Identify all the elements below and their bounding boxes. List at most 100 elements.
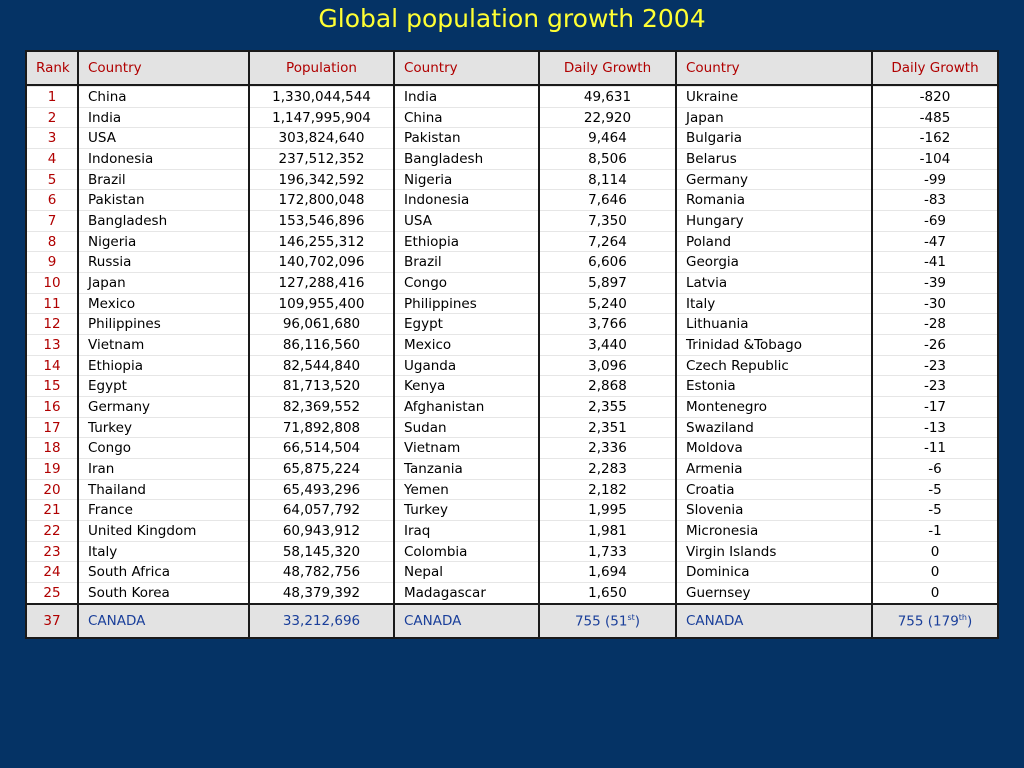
cell: Japan bbox=[77, 272, 249, 294]
cell: -820 bbox=[871, 86, 997, 108]
cell: 1,650 bbox=[538, 582, 676, 603]
footer-cell: CANADA bbox=[675, 604, 872, 637]
cell: France bbox=[77, 499, 249, 521]
cell: 7 bbox=[27, 210, 78, 232]
row: 17 Turkey 71,892,808 Sudan 2,351 Swaziland -13 bbox=[27, 416, 997, 438]
row: 4 Indonesia 237,512,352 Bangladesh 8,506 Bela… bbox=[27, 148, 997, 170]
cell: Georgia bbox=[675, 251, 872, 273]
cell: Colombia bbox=[393, 540, 539, 562]
cell: Virgin Islands bbox=[675, 540, 872, 562]
cell: Congo bbox=[77, 437, 249, 459]
cell: 6 bbox=[27, 189, 78, 211]
cell: Madagascar bbox=[393, 582, 539, 603]
cell: 24 bbox=[27, 561, 78, 583]
cell: 6,606 bbox=[538, 251, 676, 273]
footer-cell: 33,212,696 bbox=[248, 604, 394, 637]
cell: 196,342,592 bbox=[248, 168, 394, 190]
cell: Egypt bbox=[77, 375, 249, 397]
row: 11 Mexico 109,955,400 Philippines 5,240 Italy… bbox=[27, 292, 997, 314]
cell: -69 bbox=[871, 210, 997, 232]
cell: India bbox=[77, 106, 249, 128]
cell: 86,116,560 bbox=[248, 334, 394, 356]
cell: 8,114 bbox=[538, 168, 676, 190]
cell: Ethiopia bbox=[393, 230, 539, 252]
row: 10 Japan 127,288,416 Congo 5,897 Latvia -39 bbox=[27, 272, 997, 294]
row: 23 Italy 58,145,320 Colombia 1,733 Virgin Isl… bbox=[27, 540, 997, 562]
table-section: Rank Country Population Country Daily Growth… bbox=[27, 52, 997, 84]
cell: Vietnam bbox=[393, 437, 539, 459]
cell: 1,694 bbox=[538, 561, 676, 583]
title: Global population growth 2004 bbox=[318, 4, 706, 33]
cell: 25 bbox=[27, 582, 78, 603]
ordinal-suffix: th bbox=[958, 612, 968, 622]
cell: 7,264 bbox=[538, 230, 676, 252]
row: 19 Iran 65,875,224 Tanzania 2,283 Armenia -6 bbox=[27, 458, 997, 480]
cell: Guernsey bbox=[675, 582, 872, 603]
cell: -162 bbox=[871, 127, 997, 149]
cell: Moldova bbox=[675, 437, 872, 459]
cell: -28 bbox=[871, 313, 997, 335]
row: 2 India 1,147,995,904 China 22,920 Japan -485 bbox=[27, 106, 997, 128]
cell: 5 bbox=[27, 168, 78, 190]
row: 7 Bangladesh 153,546,896 USA 7,350 Hungary -69 bbox=[27, 210, 997, 232]
cell: 58,145,320 bbox=[248, 540, 394, 562]
footer-cell: 755 (51st) bbox=[538, 604, 676, 637]
cell: Bulgaria bbox=[675, 127, 872, 149]
row: 16 Germany 82,369,552 Afghanistan 2,355 Monte… bbox=[27, 396, 997, 418]
footer-cell: CANADA bbox=[393, 604, 539, 637]
header-cell: Rank bbox=[27, 52, 78, 84]
cell: 303,824,640 bbox=[248, 127, 394, 149]
cell: Dominica bbox=[675, 561, 872, 583]
cell: Swaziland bbox=[675, 416, 872, 438]
cell: Turkey bbox=[393, 499, 539, 521]
cell: -104 bbox=[871, 148, 997, 170]
cell: 3 bbox=[27, 127, 78, 149]
cell: -11 bbox=[871, 437, 997, 459]
cell: South Korea bbox=[77, 582, 249, 603]
cell: 153,546,896 bbox=[248, 210, 394, 232]
cell: 81,713,520 bbox=[248, 375, 394, 397]
cell: 71,892,808 bbox=[248, 416, 394, 438]
table: Rank Country Population Country Daily Growth… bbox=[25, 50, 999, 639]
cell: -13 bbox=[871, 416, 997, 438]
cell: Philippines bbox=[77, 313, 249, 335]
cell: 12 bbox=[27, 313, 78, 335]
row: 6 Pakistan 172,800,048 Indonesia 7,646 Romani… bbox=[27, 189, 997, 211]
cell: Brazil bbox=[393, 251, 539, 273]
cell: Indonesia bbox=[77, 148, 249, 170]
cell: 0 bbox=[871, 582, 997, 603]
cell: 2 bbox=[27, 106, 78, 128]
cell: 5,897 bbox=[538, 272, 676, 294]
table-section: 37 CANADA 33,212,696 CANADA 755 (51st) CANADA… bbox=[27, 604, 997, 637]
cell: -1 bbox=[871, 520, 997, 542]
row: 14 Ethiopia 82,544,840 Uganda 3,096 Czech Rep… bbox=[27, 354, 997, 376]
cell: 8 bbox=[27, 230, 78, 252]
cell: 82,369,552 bbox=[248, 396, 394, 418]
cell: Uganda bbox=[393, 354, 539, 376]
cell: Ukraine bbox=[675, 86, 872, 108]
cell: 96,061,680 bbox=[248, 313, 394, 335]
cell: USA bbox=[77, 127, 249, 149]
cell: China bbox=[77, 86, 249, 108]
cell: 48,782,756 bbox=[248, 561, 394, 583]
cell: 146,255,312 bbox=[248, 230, 394, 252]
cell: Nigeria bbox=[393, 168, 539, 190]
cell: 16 bbox=[27, 396, 78, 418]
cell: Estonia bbox=[675, 375, 872, 397]
cell: Ethiopia bbox=[77, 354, 249, 376]
table-section: 1 China 1,330,044,544 India 49,631 Ukraine -82… bbox=[27, 86, 997, 603]
cell: 20 bbox=[27, 478, 78, 500]
row: 20 Thailand 65,493,296 Yemen 2,182 Croatia -5 bbox=[27, 478, 997, 500]
cell: Brazil bbox=[77, 168, 249, 190]
cell: Montenegro bbox=[675, 396, 872, 418]
cell: Trinidad &Tobago bbox=[675, 334, 872, 356]
cell: -47 bbox=[871, 230, 997, 252]
cell: 1,733 bbox=[538, 540, 676, 562]
cell: 65,493,296 bbox=[248, 478, 394, 500]
header-cell: Daily Growth bbox=[538, 52, 676, 84]
cell: Kenya bbox=[393, 375, 539, 397]
cell: 2,868 bbox=[538, 375, 676, 397]
cell: 19 bbox=[27, 458, 78, 480]
cell-text: ) bbox=[634, 613, 641, 630]
cell: 82,544,840 bbox=[248, 354, 394, 376]
